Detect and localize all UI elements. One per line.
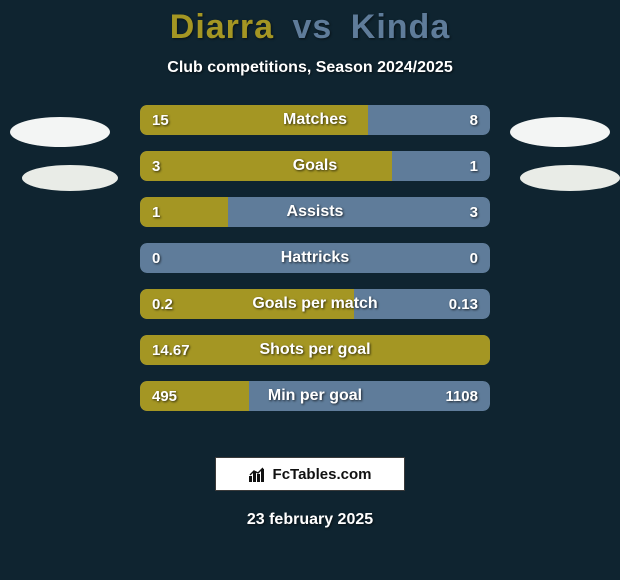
- comparison-row: 3Goals1: [140, 151, 490, 181]
- branding-badge: FcTables.com: [215, 457, 405, 491]
- comparison-row: 0Hattricks0: [140, 243, 490, 273]
- chart-icon: [249, 466, 267, 482]
- row-label: Shots per goal: [140, 335, 490, 365]
- row-value-right: 3: [470, 197, 478, 227]
- row-label: Hattricks: [140, 243, 490, 273]
- date-text: 23 february 2025: [0, 511, 620, 529]
- row-value-right: 1108: [445, 381, 478, 411]
- left-oval: [22, 165, 118, 191]
- row-label: Assists: [140, 197, 490, 227]
- comparison-chart: 15Matches83Goals11Assists30Hattricks00.2…: [0, 105, 620, 435]
- comparison-row: 0.2Goals per match0.13: [140, 289, 490, 319]
- branding-text: FcTables.com: [273, 466, 372, 483]
- subtitle: Club competitions, Season 2024/2025: [0, 59, 620, 77]
- right-oval: [510, 117, 610, 147]
- title-player2: Kinda: [351, 8, 450, 46]
- right-oval: [520, 165, 620, 191]
- title-vs: vs: [293, 8, 333, 46]
- row-label: Matches: [140, 105, 490, 135]
- row-label: Goals per match: [140, 289, 490, 319]
- row-label: Goals: [140, 151, 490, 181]
- row-value-right: 8: [470, 105, 478, 135]
- page-title: Diarra vs Kinda: [0, 0, 620, 47]
- comparison-row: 495Min per goal1108: [140, 381, 490, 411]
- row-value-right: 0.13: [449, 289, 478, 319]
- row-value-right: 0: [470, 243, 478, 273]
- comparison-row: 1Assists3: [140, 197, 490, 227]
- left-oval: [10, 117, 110, 147]
- comparison-row: 15Matches8: [140, 105, 490, 135]
- row-label: Min per goal: [140, 381, 490, 411]
- title-player1: Diarra: [170, 8, 274, 46]
- row-value-right: 1: [470, 151, 478, 181]
- comparison-rows: 15Matches83Goals11Assists30Hattricks00.2…: [140, 105, 490, 427]
- player-comparison-infographic: Diarra vs Kinda Club competitions, Seaso…: [0, 0, 620, 580]
- comparison-row: 14.67Shots per goal: [140, 335, 490, 365]
